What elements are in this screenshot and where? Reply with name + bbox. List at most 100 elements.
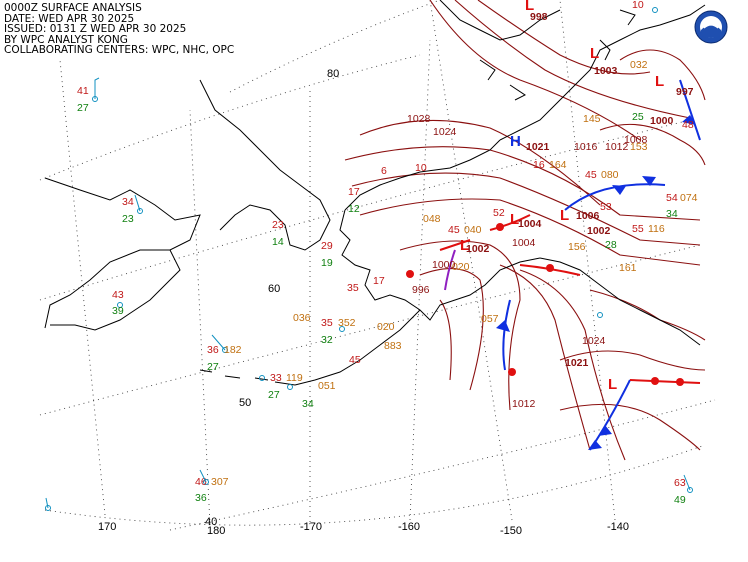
isobar-label: 996 [412, 284, 430, 296]
station-circle [652, 7, 658, 13]
warm-front-semicircle [546, 264, 554, 272]
station-circle [287, 384, 293, 390]
station-pressure: 156 [568, 241, 586, 253]
lat-label-60: 60 [268, 283, 281, 295]
station-temp: 10 [415, 162, 427, 174]
cold-front-tri [598, 425, 612, 436]
lon-label-m140: -140 [607, 521, 630, 533]
station-pressure: 040 [464, 224, 482, 236]
isobar [399, 240, 521, 411]
warm-front [629, 379, 701, 384]
isobar-label: 1012 [512, 398, 536, 410]
station-dew: 49 [674, 494, 686, 506]
isobar [351, 172, 701, 246]
cold-front-tri [642, 176, 656, 186]
lat-label-50: 50 [239, 397, 252, 409]
station-temp: 23 [272, 219, 284, 231]
siberia-coast [44, 177, 201, 331]
wind-barb [45, 497, 49, 509]
station-temp: 34 [122, 196, 134, 208]
station-dew: 34 [666, 208, 678, 220]
station-temp: 10 [632, 0, 644, 11]
lat-line-60 [39, 119, 691, 301]
station-temp: 6 [381, 165, 387, 177]
alaska-north-coast [344, 139, 501, 211]
islands [479, 9, 636, 101]
canada-arctic [439, 0, 706, 141]
low-center-value: 998 [530, 11, 548, 23]
high-center-value: 1021 [526, 141, 550, 153]
warm-front-semicircle [651, 377, 659, 385]
low-center-value: 1002 [587, 225, 611, 237]
station-dew: 23 [122, 213, 134, 225]
cold-front [564, 183, 666, 211]
station-temp: 45 [349, 354, 361, 366]
station-temp: 35 [321, 317, 333, 329]
station-pressure: 051 [318, 380, 336, 392]
low-center-symbol: L [590, 45, 599, 62]
high-center-value: 1021 [565, 357, 589, 369]
isobar [559, 350, 706, 371]
station-pressure: 307 [211, 476, 229, 488]
low-center-value: 1000 [650, 115, 674, 127]
isobar [499, 264, 591, 451]
station-pressure: 048 [423, 213, 441, 225]
analysis-header: 0000Z SURFACE ANALYSIS DATE: WED APR 30 … [4, 3, 234, 56]
station-pressure: 352 [338, 317, 356, 329]
low-center-symbol: L [460, 237, 469, 254]
station-circle [203, 479, 209, 485]
low-center-symbol: L [525, 0, 534, 14]
high-center-symbol: H [510, 133, 521, 150]
isobar-label: 1024 [582, 335, 606, 347]
cold-front-tri [496, 320, 510, 332]
station-dew: 36 [195, 492, 207, 504]
isobar [519, 269, 626, 461]
lon-label-m170: -170 [300, 521, 323, 533]
station-numbers: 41 27 34 23 23 14 43 39 6 10 17 12 29 19… [77, 0, 698, 506]
station-temp: 29 [321, 240, 333, 252]
station-temp: 46 [195, 476, 207, 488]
warm-front [489, 214, 531, 231]
station-dew: 39 [112, 305, 124, 317]
header-centers: COLLABORATING CENTERS: WPC, NHC, OPC [4, 44, 235, 56]
isobar [419, 268, 484, 391]
station-pressure: 074 [680, 192, 698, 204]
isobar-label: 1008 [624, 134, 648, 146]
lon-label-m150: -150 [500, 525, 523, 537]
isobar-labels: 1028 1024 1016 1012 1008 1004 1000 996 1… [407, 113, 648, 410]
lon-line-m160 [409, 39, 431, 521]
low-center-value: 1002 [466, 243, 490, 255]
wind-barb [211, 334, 226, 351]
wind-barb [683, 474, 691, 491]
station-temp: 48 [682, 119, 694, 131]
station-circle [687, 487, 693, 493]
low-center-value: 1003 [594, 65, 618, 77]
warm-front-semicircle [508, 368, 516, 376]
station-dew: 27 [77, 102, 89, 114]
station-pressure: 161 [619, 262, 637, 274]
station-temp: 35 [347, 282, 359, 294]
isobar-label: 1012 [605, 141, 629, 153]
wind-barb [134, 194, 141, 212]
cold-front-tri [612, 185, 626, 195]
low-center-value: 997 [676, 86, 694, 98]
graticule [39, 0, 716, 531]
lon-line-180 [189, 109, 211, 526]
station-pressure: 020 [452, 261, 470, 273]
station-dew: 28 [605, 239, 617, 251]
lat-line-40 [169, 399, 716, 531]
isobar [439, 299, 452, 381]
lon-label-m160: -160 [398, 521, 421, 533]
station-pressure: 057 [481, 313, 499, 325]
header-title: 0000Z SURFACE ANALYSIS [4, 2, 142, 14]
station-circles [45, 7, 693, 511]
station-temp: 45 [585, 169, 597, 181]
low-center-symbol: L [560, 207, 569, 224]
isobar-label: 1028 [407, 113, 431, 125]
southeast-alaska [539, 257, 701, 346]
station-pressure: 153 [630, 141, 648, 153]
lat-label-80: 80 [327, 68, 340, 80]
low-center-value: 1004 [518, 218, 542, 230]
isobar [589, 289, 706, 341]
